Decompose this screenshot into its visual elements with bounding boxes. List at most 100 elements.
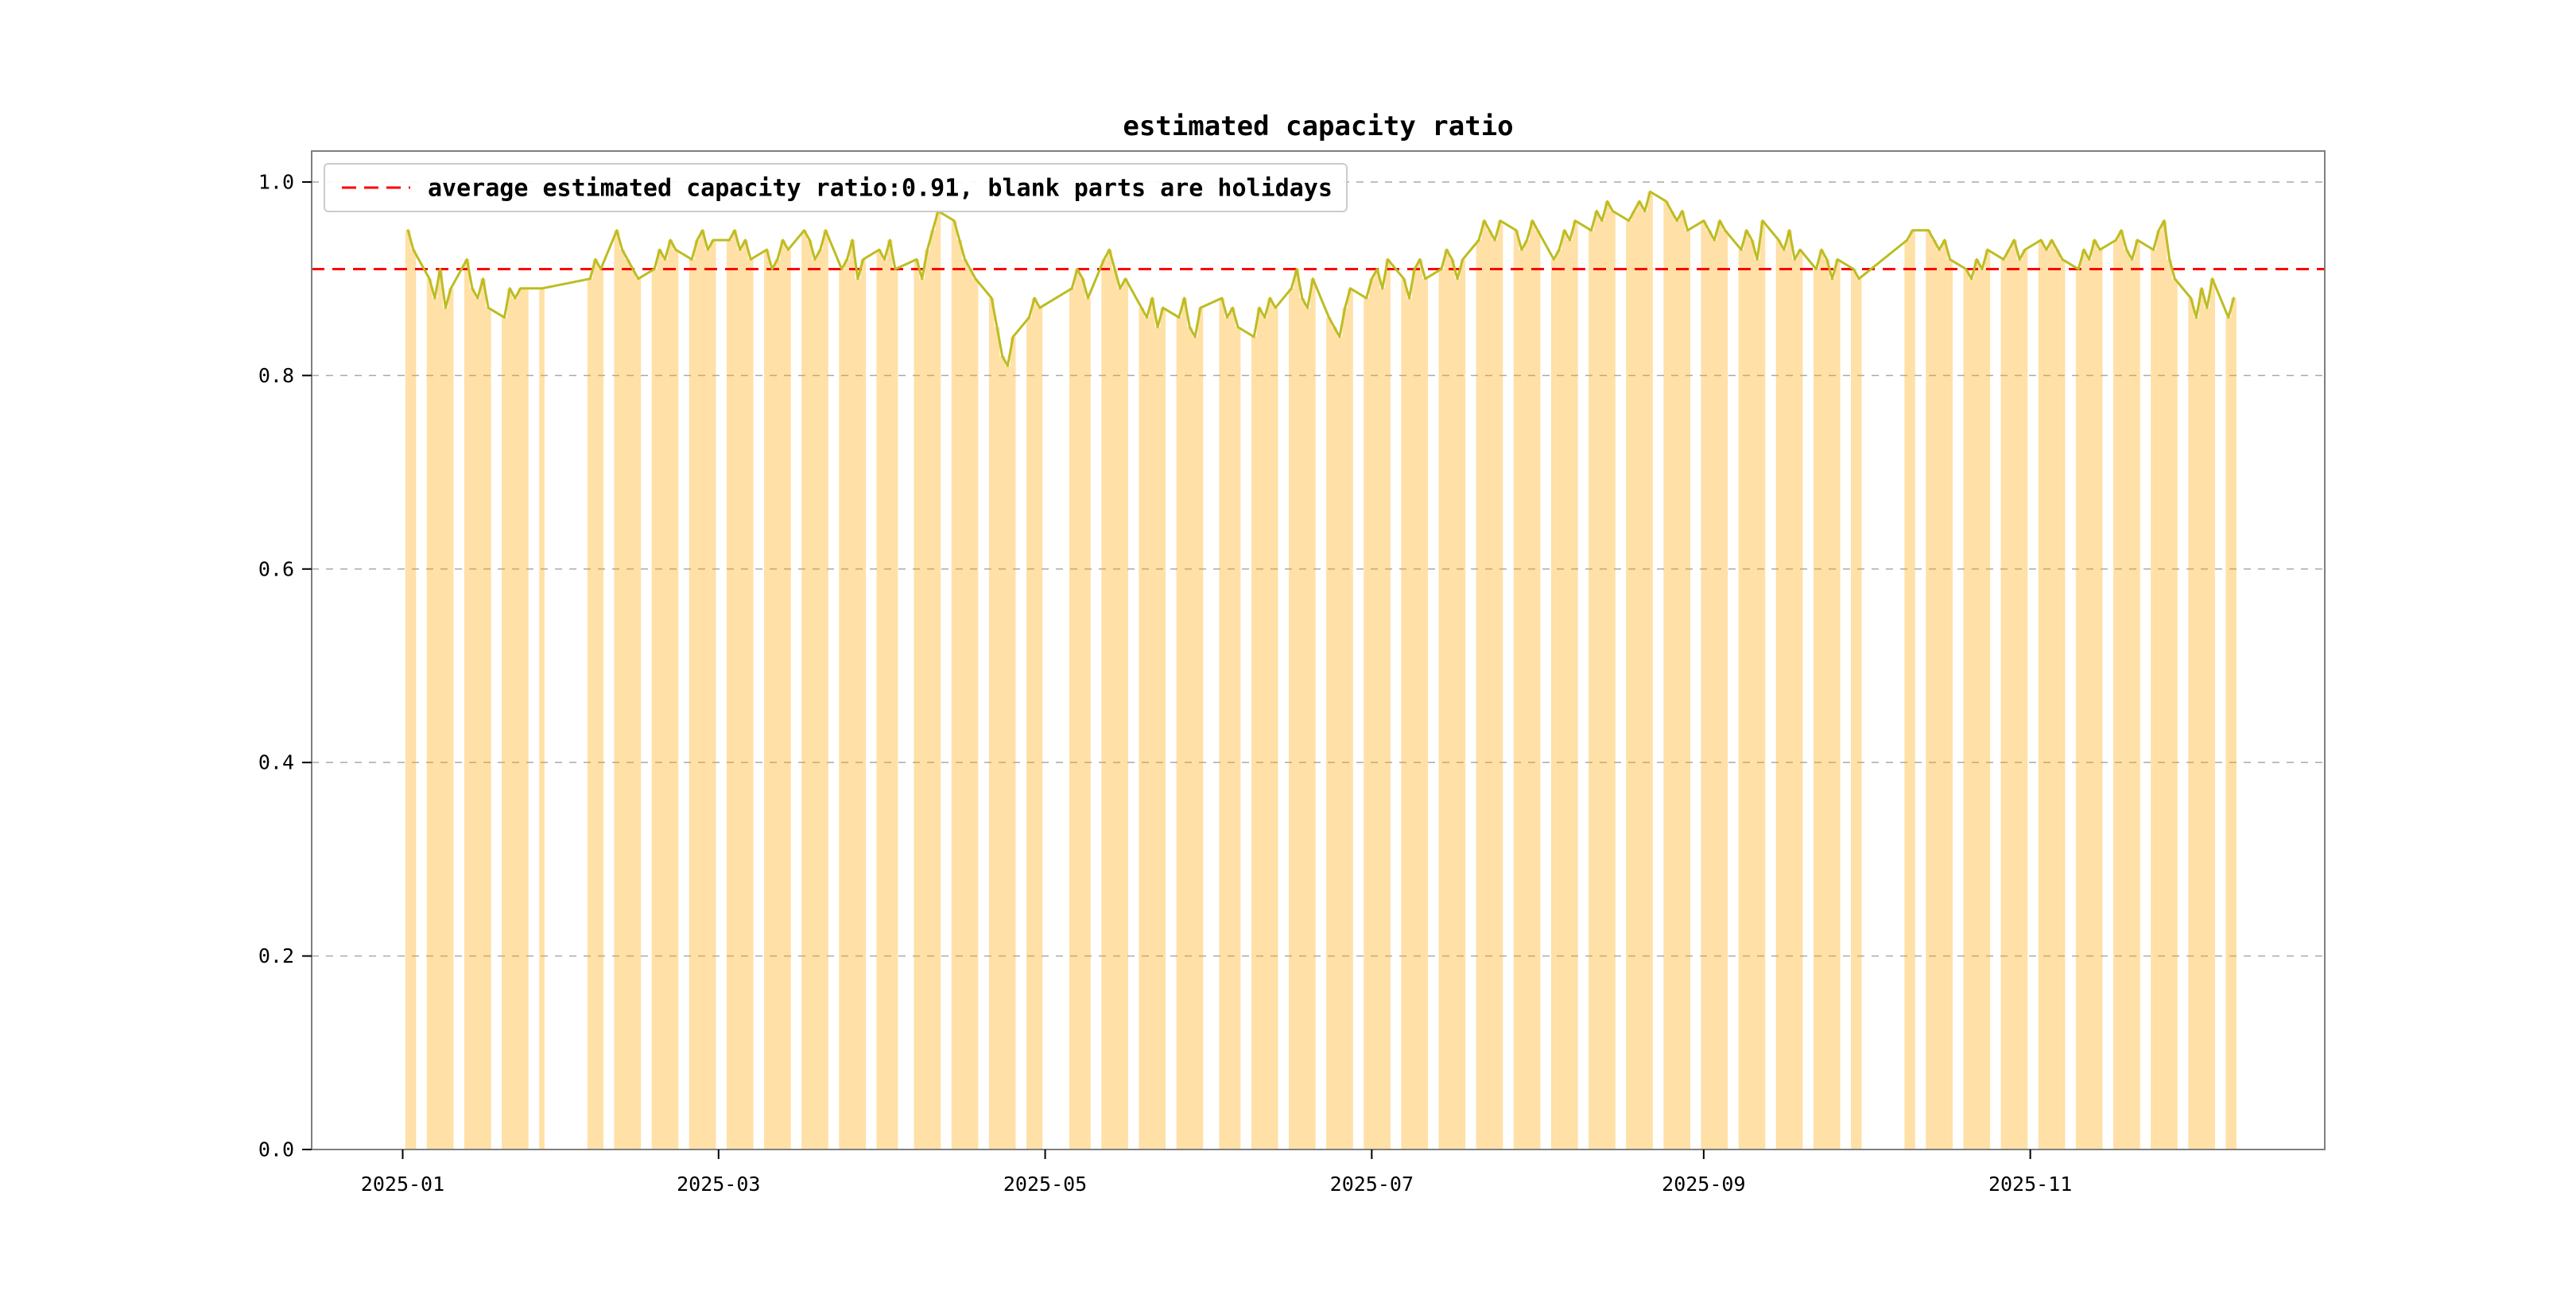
workday-bar <box>747 259 754 1149</box>
workday-bar <box>892 269 898 1150</box>
workday-bar <box>1251 336 1257 1149</box>
workday-bar <box>1438 269 1445 1150</box>
workday-bar <box>1550 259 1557 1149</box>
y-tick-label: 0.2 <box>258 944 294 967</box>
workday-bar <box>662 259 668 1149</box>
workday-bar <box>1685 230 1691 1149</box>
chart-title: estimated capacity ratio <box>1123 110 1513 142</box>
workday-bar <box>743 239 748 1150</box>
workday-bar <box>619 250 625 1149</box>
workday-bar <box>2172 278 2178 1149</box>
workday-bar <box>1101 259 1107 1149</box>
y-tick-label: 0.4 <box>258 751 294 774</box>
y-tick-label: 0.0 <box>258 1138 294 1161</box>
workday-bar <box>1235 327 1241 1149</box>
workday-bar <box>839 269 845 1150</box>
workday-bar <box>485 308 491 1149</box>
workday-bar <box>2000 259 2007 1149</box>
workday-bar <box>855 278 861 1149</box>
workday-bar <box>592 259 599 1149</box>
workday-bar <box>1331 327 1337 1149</box>
workday-bar <box>994 327 1000 1149</box>
workday-bar <box>1749 239 1755 1150</box>
workday-bar <box>780 239 786 1150</box>
workday-bar <box>1824 259 1830 1149</box>
workday-bar <box>2016 259 2023 1149</box>
workday-bar <box>2059 259 2066 1149</box>
workday-bar <box>598 269 603 1150</box>
workday-bar <box>2161 220 2167 1149</box>
workday-bar <box>769 269 775 1150</box>
workday-bar <box>1187 327 1193 1149</box>
workday-bar <box>886 239 893 1150</box>
workday-bar <box>929 230 936 1149</box>
workday-bar <box>1754 259 1760 1149</box>
workday-bar <box>506 288 513 1149</box>
workday-bar <box>1813 269 1819 1150</box>
workday-bar <box>1406 297 1412 1149</box>
workday-bar <box>1759 220 1766 1149</box>
workday-bar <box>1197 308 1204 1149</box>
workday-bar <box>1797 250 1803 1149</box>
workday-bar <box>1160 308 1166 1149</box>
workday-bar <box>1481 220 1488 1149</box>
workday-bar <box>1219 297 1225 1149</box>
workday-bar <box>1984 250 1991 1149</box>
workday-bar <box>1589 230 1594 1149</box>
workday-bar <box>1610 211 1616 1150</box>
x-axis-ticks: 2025-01 2025-03 2025-05 2025-07 2025-09 2025-… <box>361 1149 2072 1196</box>
workday-bar <box>1411 269 1418 1150</box>
workday-bar <box>1706 230 1712 1149</box>
workday-bar <box>704 250 711 1149</box>
workday-bar <box>1904 239 1911 1150</box>
workday-bar <box>2081 250 2087 1149</box>
workday-bar <box>801 230 807 1149</box>
workday-bar <box>1224 317 1230 1150</box>
workday-bar <box>1631 211 1637 1150</box>
workday-bar <box>1931 239 1937 1150</box>
workday-bar <box>2134 239 2140 1150</box>
x-tick-label: 2025-11 <box>1988 1173 2072 1196</box>
workday-bar <box>1556 250 1562 1149</box>
workday-bar <box>1599 220 1605 1149</box>
workday-bar <box>1374 269 1380 1150</box>
workday-bar <box>1711 239 1717 1150</box>
workday-bar <box>694 239 700 1150</box>
workday-bar <box>1979 269 1985 1150</box>
workday-bar <box>1936 250 1942 1149</box>
workday-bar <box>1288 288 1294 1149</box>
workday-bar <box>2118 230 2124 1149</box>
workday-bar <box>651 269 658 1150</box>
workday-bar <box>405 230 411 1149</box>
workday-bar <box>2006 250 2012 1149</box>
capacity-line <box>406 190 2235 367</box>
workday-bar <box>464 259 470 1149</box>
workday-bar <box>882 259 887 1149</box>
workday-bar <box>673 250 679 1149</box>
workday-bar <box>1449 259 1455 1149</box>
workday-bar <box>1476 239 1482 1150</box>
workday-bar <box>1529 220 1535 1149</box>
y-tick-label: 1.0 <box>258 170 294 193</box>
workday-bar <box>988 297 995 1149</box>
workday-bar <box>956 239 963 1150</box>
workday-bar <box>1364 297 1369 1149</box>
workday-bar <box>962 259 968 1149</box>
workday-bar <box>999 356 1006 1149</box>
workday-bar <box>2075 269 2081 1150</box>
workday-bar <box>1026 317 1032 1150</box>
workday-bar <box>1176 317 1182 1150</box>
workday-bar <box>469 288 475 1149</box>
workday-bar <box>914 259 920 1149</box>
workday-bar <box>1791 259 1798 1149</box>
workday-bar <box>1229 308 1236 1149</box>
workday-bar <box>442 308 448 1149</box>
workday-bar <box>700 230 705 1149</box>
workday-bar <box>1123 278 1128 1149</box>
workday-bar <box>1379 288 1386 1149</box>
workday-bar <box>967 269 973 1150</box>
workday-bar <box>1117 288 1123 1149</box>
workday-bar <box>1192 336 1198 1149</box>
